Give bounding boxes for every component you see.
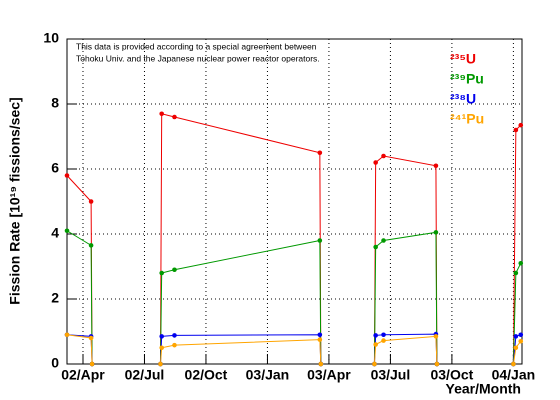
y-tick-label: 6 (51, 160, 59, 176)
data-point (518, 338, 524, 344)
y-tick-label: 0 (51, 355, 59, 371)
data-point (513, 270, 519, 276)
x-tick-label: 03/Jan (246, 367, 290, 383)
legend-entry: ²³⁵U (450, 51, 476, 67)
legend-entry: ²³⁸U (450, 91, 476, 107)
data-point (317, 332, 323, 338)
x-tick-label: 02/Jul (125, 367, 165, 383)
data-point (381, 153, 386, 159)
data-point (158, 361, 163, 367)
legend-entry: ²⁴¹Pu (450, 111, 484, 127)
data-point (64, 228, 70, 234)
plot-frame (66, 38, 523, 365)
data-point (317, 238, 323, 243)
x-tick-label: 03/Apr (307, 367, 351, 383)
data-point (159, 345, 164, 351)
data-point (434, 361, 440, 367)
data-point (433, 334, 439, 339)
data-point (373, 333, 378, 338)
series-line (66, 334, 522, 365)
data-point (511, 361, 516, 367)
data-point (64, 332, 70, 338)
annotation: This data is provided according to a spe… (76, 41, 317, 51)
data-point (88, 335, 94, 341)
data-point (88, 199, 94, 204)
data-point (381, 332, 386, 338)
y-axis-label: Fission Rate [10¹⁹ fissions/sec] (7, 97, 23, 304)
series-line (66, 113, 522, 365)
data-point (64, 173, 70, 178)
data-point (172, 342, 177, 348)
legend-entry: ²³⁹Pu (450, 71, 484, 87)
x-tick-label: 03/Jul (371, 367, 411, 383)
data-point (172, 114, 177, 120)
data-point (373, 244, 378, 250)
data-point (159, 334, 164, 339)
x-tick-label: 03/Oct (430, 367, 473, 383)
y-tick-label: 4 (51, 225, 59, 241)
data-point (433, 163, 439, 169)
series-line (66, 333, 521, 365)
data-point (89, 361, 95, 367)
data-point (381, 338, 386, 343)
data-point (513, 334, 519, 339)
data-point (88, 243, 94, 248)
x-tick-label: 02/Oct (185, 367, 228, 383)
data-point (381, 238, 386, 243)
data-point (513, 127, 519, 133)
data-point (513, 345, 519, 351)
data-point (433, 230, 439, 235)
data-point (159, 270, 164, 276)
data-point (172, 267, 177, 273)
y-tick-label: 8 (51, 95, 59, 111)
data-point (172, 333, 177, 338)
data-point (373, 160, 378, 165)
annotation: Tohoku Univ. and the Japanese nuclear po… (76, 53, 320, 63)
data-point (373, 342, 378, 347)
x-tick-label: 02/Apr (61, 367, 105, 383)
data-point (372, 361, 377, 367)
y-tick-label: 10 (43, 30, 59, 46)
x-tick-label: 04/Jan (492, 367, 536, 383)
data-point (318, 361, 324, 367)
data-point (518, 332, 524, 338)
data-point (317, 150, 323, 156)
data-point (518, 260, 524, 266)
y-tick-label: 2 (51, 290, 59, 306)
x-axis-label: Year/Month (446, 381, 521, 397)
data-point (159, 111, 164, 117)
data-point (518, 122, 524, 128)
series-line (66, 230, 522, 365)
data-point (317, 337, 323, 342)
